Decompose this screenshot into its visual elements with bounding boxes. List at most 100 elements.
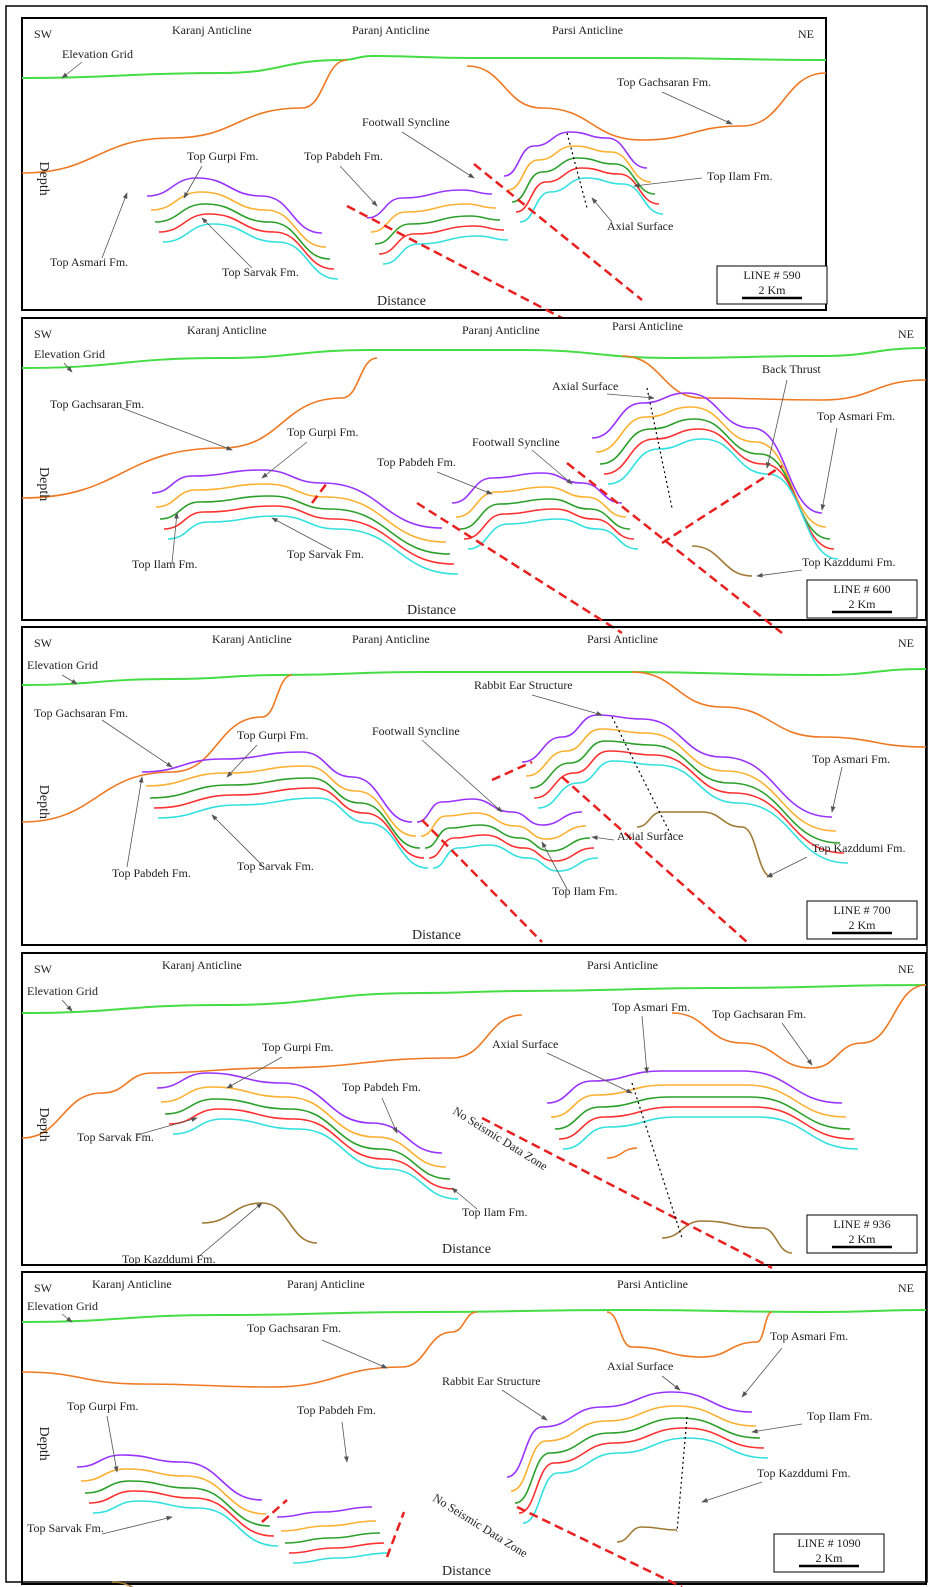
formation-label: Top Pabdeh Fm.	[342, 1080, 421, 1094]
horizon	[383, 236, 508, 264]
leader-line	[127, 777, 142, 867]
formation-label: Top Ilam Fm.	[807, 1409, 873, 1423]
horizon	[468, 519, 638, 549]
sw-label: SW	[34, 27, 53, 41]
leader-line	[342, 1422, 347, 1462]
formation-label: Elevation Grid	[27, 1299, 98, 1313]
leader-line	[822, 428, 837, 510]
anticline-label: Parsi Anticline	[587, 632, 658, 646]
horizon	[81, 1469, 266, 1514]
ne-label: NE	[898, 962, 914, 976]
leader-line	[592, 837, 614, 840]
leader-line	[642, 1016, 647, 1073]
horizon	[375, 216, 500, 244]
leader-line	[212, 815, 262, 865]
anticline-label: Parsi Anticline	[612, 319, 683, 333]
anticline-label: Parsi Anticline	[617, 1277, 688, 1291]
horizon	[429, 835, 594, 861]
formation-label: Footwall Syncline	[362, 115, 450, 129]
anticline-label: Karanj Anticline	[212, 632, 292, 646]
leader-line	[272, 518, 332, 550]
formation-label: Axial Surface	[617, 829, 683, 843]
outer-frame	[6, 6, 927, 1582]
leader-line	[547, 1053, 632, 1093]
fault	[312, 483, 327, 503]
formation-label: Top Gurpi Fm.	[237, 728, 309, 742]
horizon	[523, 1438, 768, 1523]
section-panel: SWNEKaranj AnticlineParanj AnticlinePars…	[22, 318, 926, 633]
formation-label: Axial Surface	[607, 219, 673, 233]
sw-label: SW	[34, 636, 53, 650]
formation-label: Top Gachsaran Fm.	[617, 75, 711, 89]
axis-label-x: Distance	[442, 1242, 491, 1257]
gachsaran-horizon	[22, 675, 292, 822]
leader-line	[102, 1517, 172, 1534]
ne-label: NE	[898, 636, 914, 650]
formation-label: Top Pabdeh Fm.	[297, 1403, 376, 1417]
section-panel: SWNEKaranj AnticlineParanj AnticlinePars…	[22, 1272, 926, 1587]
scale-label: 2 Km	[849, 918, 877, 932]
line-number: LINE # 1090	[797, 1536, 860, 1550]
leader-line	[502, 1390, 547, 1420]
kazhdumi-horizon	[617, 1527, 677, 1542]
formation-label: Top Asmari Fm.	[612, 1000, 690, 1014]
leader-line	[107, 1416, 117, 1472]
horizon	[512, 158, 655, 202]
axis-label-x: Distance	[407, 603, 456, 618]
formation-label: Top Gachsaran Fm.	[247, 1321, 341, 1335]
leader-line	[422, 740, 502, 812]
horizon	[421, 813, 586, 839]
axis-label-y: Depth	[36, 467, 51, 501]
sw-label: SW	[34, 327, 53, 341]
horizon	[433, 845, 598, 871]
horizon	[160, 496, 450, 554]
formation-label: Top Asmari Fm.	[50, 255, 128, 269]
formation-label: Top Ilam Fm.	[552, 884, 618, 898]
formation-label: Rabbit Ear Structure	[474, 678, 573, 692]
horizon	[551, 1085, 846, 1117]
leader-line	[634, 178, 702, 186]
gachsaran-horizon	[607, 1148, 637, 1158]
fault	[387, 1512, 404, 1557]
leader-line	[662, 92, 732, 124]
scale-label: 2 Km	[759, 283, 787, 297]
line-number: LINE # 700	[833, 903, 890, 917]
formation-label: No Seismic Data Zone	[430, 1491, 530, 1561]
horizon	[511, 1406, 756, 1491]
leader-line	[702, 1482, 762, 1502]
leader-line	[102, 720, 172, 767]
fault	[567, 463, 782, 633]
anticline-label: Paranj Anticline	[462, 323, 540, 337]
ne-label: NE	[898, 1281, 914, 1295]
leader-line	[62, 1000, 72, 1011]
leader-line	[832, 767, 842, 812]
anticline-label: Paranj Anticline	[352, 23, 430, 37]
panel-frame	[22, 18, 826, 310]
formation-label: Axial Surface	[492, 1037, 558, 1051]
formation-label: Top Sarvak Fm.	[287, 547, 364, 561]
formation-label: Top Gurpi Fm.	[287, 425, 359, 439]
fault	[517, 1507, 682, 1587]
formation-label: Top Gachsaran Fm.	[34, 706, 128, 720]
horizon	[142, 752, 412, 822]
horizon	[526, 729, 836, 831]
formation-label: Top Pabdeh Fm.	[377, 455, 456, 469]
leader-line	[742, 1348, 782, 1397]
scale-label: 2 Km	[849, 1232, 877, 1246]
gachsaran-horizon	[22, 1015, 522, 1138]
leader-line	[782, 1023, 812, 1065]
formation-label: Top Asmari Fm.	[817, 409, 895, 423]
horizon	[520, 178, 663, 222]
fault	[262, 1500, 287, 1522]
horizon	[85, 1481, 270, 1526]
leader-line	[752, 1424, 802, 1432]
formation-label: Top Gachsaran Fm.	[50, 397, 144, 411]
leader-line	[437, 472, 492, 494]
gachsaran-horizon	[607, 1312, 772, 1357]
anticline-label: Paranj Anticline	[352, 632, 430, 646]
gachsaran-horizon	[632, 672, 926, 747]
horizon	[379, 226, 504, 254]
line-number: LINE # 590	[743, 268, 800, 282]
scale-label: 2 Km	[849, 597, 877, 611]
